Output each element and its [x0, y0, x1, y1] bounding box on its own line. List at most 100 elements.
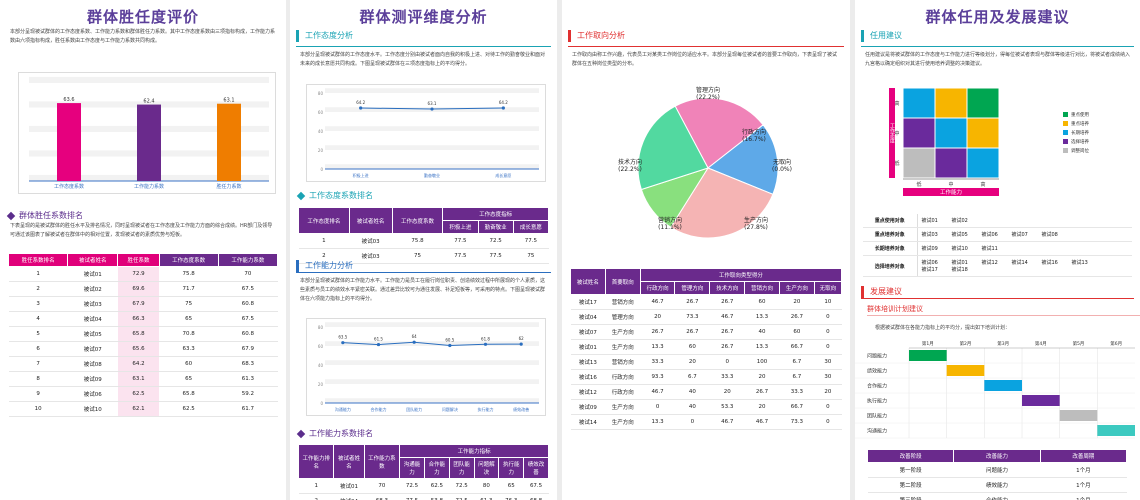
data-point [448, 343, 452, 348]
col-header: 改善能力 [953, 449, 1041, 463]
table-cell: 被试04 [333, 493, 365, 500]
legend-swatch [1063, 130, 1068, 135]
data-point [376, 342, 381, 347]
gantt-bar [984, 380, 1022, 391]
month-label: 第3月 [997, 340, 1009, 347]
table-row: 被试04 管理方向 20 73.3 46.7 13.3 26.7 0 [570, 309, 842, 325]
col-header: 成长意愿 [512, 220, 550, 234]
grid-band [325, 145, 539, 150]
candidate-name: 被试16 [1041, 260, 1058, 266]
candidate-name: 被试12 [981, 260, 998, 266]
data-label: 64.2 [499, 100, 508, 105]
table-cell: 75.8 [159, 266, 219, 282]
table-cell: 20 [709, 384, 745, 400]
col-header: 胜任系数 [117, 253, 160, 267]
grid-cell [966, 147, 1000, 179]
section-title: 群体胜任系数排名 [19, 211, 83, 220]
table-cell: 62.1 [117, 401, 160, 417]
y-tick-label: 40 [318, 129, 324, 134]
tick-label: 沟通能力 [335, 406, 351, 412]
grid-band [325, 97, 539, 103]
col-header: 工作态度指标 [442, 207, 549, 221]
table-cell: 68.8 [523, 493, 549, 500]
y-tick-label: 20 [318, 382, 324, 387]
data-label: 63.5 [338, 335, 347, 340]
row-label: 重点培养对象 [863, 227, 918, 242]
table-cell: 62.5 [159, 401, 219, 417]
table-cell: 20 [674, 354, 710, 370]
task-label: 问题能力 [867, 353, 887, 360]
table-cell: 被试07 [570, 324, 606, 340]
data-label: 63.1 [428, 101, 437, 106]
col-header: 工作能力指标 [399, 444, 549, 458]
orientation-pie-chart: 管理方向(22.2%) 行政方向(16.7%) 无取向(0.0%) 生产方向(27.8… [618, 86, 792, 239]
table-cell: 26.7 [674, 294, 710, 310]
table-cell: 75 [392, 248, 443, 264]
names-cell: 被试03 被试05 被试06 被试07 被试08 [917, 227, 1132, 242]
grid-cell [934, 117, 968, 149]
tick-label: 工作能力系数 [134, 183, 164, 190]
table-cell: 63.3 [159, 341, 219, 357]
table-cell: 行政方向 [605, 384, 641, 400]
table-cell: 65.8 [159, 386, 219, 402]
table-cell: 65 [159, 371, 219, 387]
grid-band [325, 154, 539, 160]
grid-band [325, 369, 539, 375]
grid-band [325, 135, 539, 141]
table-row: 第二阶段 绩效能力 1个月 [867, 477, 1127, 493]
table-cell: 67.9 [117, 296, 160, 312]
col-header: 合作能力 [423, 457, 450, 479]
ability-section-heading: 工作能力分析 [296, 260, 353, 272]
candidate-name: 被试05 [951, 232, 968, 238]
pie-slice [637, 105, 709, 191]
table-cell: 被试03 [349, 248, 393, 264]
tick-label: 成长意愿 [495, 172, 511, 178]
table-cell: 72.5 [399, 478, 425, 494]
col-header: 工作能力系数 [363, 444, 401, 479]
page-title: 群体测评维度分析 [359, 8, 488, 26]
table-cell: 6.7 [779, 369, 815, 385]
month-label: 第6月 [1110, 340, 1122, 347]
grid-cell [934, 147, 968, 179]
task-label: 沟通能力 [867, 428, 887, 435]
bar [57, 103, 81, 181]
col-header: 积极上进 [442, 220, 479, 234]
y-tick-label: 40 [318, 363, 324, 368]
data-label: 61.8 [481, 336, 490, 341]
table-cell: 46.7 [709, 414, 745, 430]
attitude-section-heading: 工作态度分析 [296, 30, 551, 42]
legend-swatch [1063, 148, 1068, 153]
grid-band [29, 89, 269, 96]
page-title: 群体胜任度评价 [86, 8, 199, 26]
section-heading: 工作能力系数排名 [296, 428, 373, 439]
candidate-name: 被试18 [951, 267, 968, 273]
task-label: 团队能力 [867, 413, 887, 420]
table-cell: 26.7 [674, 324, 710, 340]
col-header: 生产方向 [778, 281, 815, 295]
y-tick-label: 20 [318, 148, 324, 153]
bar [217, 103, 241, 181]
table-cell: 合作能力 [953, 492, 1041, 500]
table-cell: 80 [474, 478, 499, 494]
month-label: 第2月 [960, 340, 972, 347]
table-row: 5 被试05 65.8 70.8 60.8 [8, 326, 278, 342]
table-cell: 75 [159, 296, 219, 312]
table-cell: 0 [814, 309, 842, 325]
table-row: 1 被试01 72.9 75.8 70 [8, 266, 278, 282]
table-cell: 生产方向 [605, 339, 641, 355]
table-cell: 6.7 [779, 354, 815, 370]
table-cell: 60 [744, 294, 780, 310]
slice-label: 营销方向(11.1%) [658, 216, 682, 231]
table-cell: 0 [814, 339, 842, 355]
table-cell: 60 [674, 339, 710, 355]
divider [861, 298, 1134, 299]
table-cell: 第三阶段 [867, 492, 954, 500]
y-tick-label: 60 [318, 344, 324, 349]
table-cell: 68.3 [364, 493, 400, 500]
table-row: 1 被试03 75.8 77.5 72.5 77.5 [298, 233, 549, 249]
slice-label: 行政方向(16.7%) [742, 128, 766, 143]
table-cell: 62.5 [424, 478, 450, 494]
month-label: 第5月 [1073, 340, 1085, 347]
table-cell: 26.7 [640, 324, 675, 340]
grid-band [29, 76, 269, 83]
